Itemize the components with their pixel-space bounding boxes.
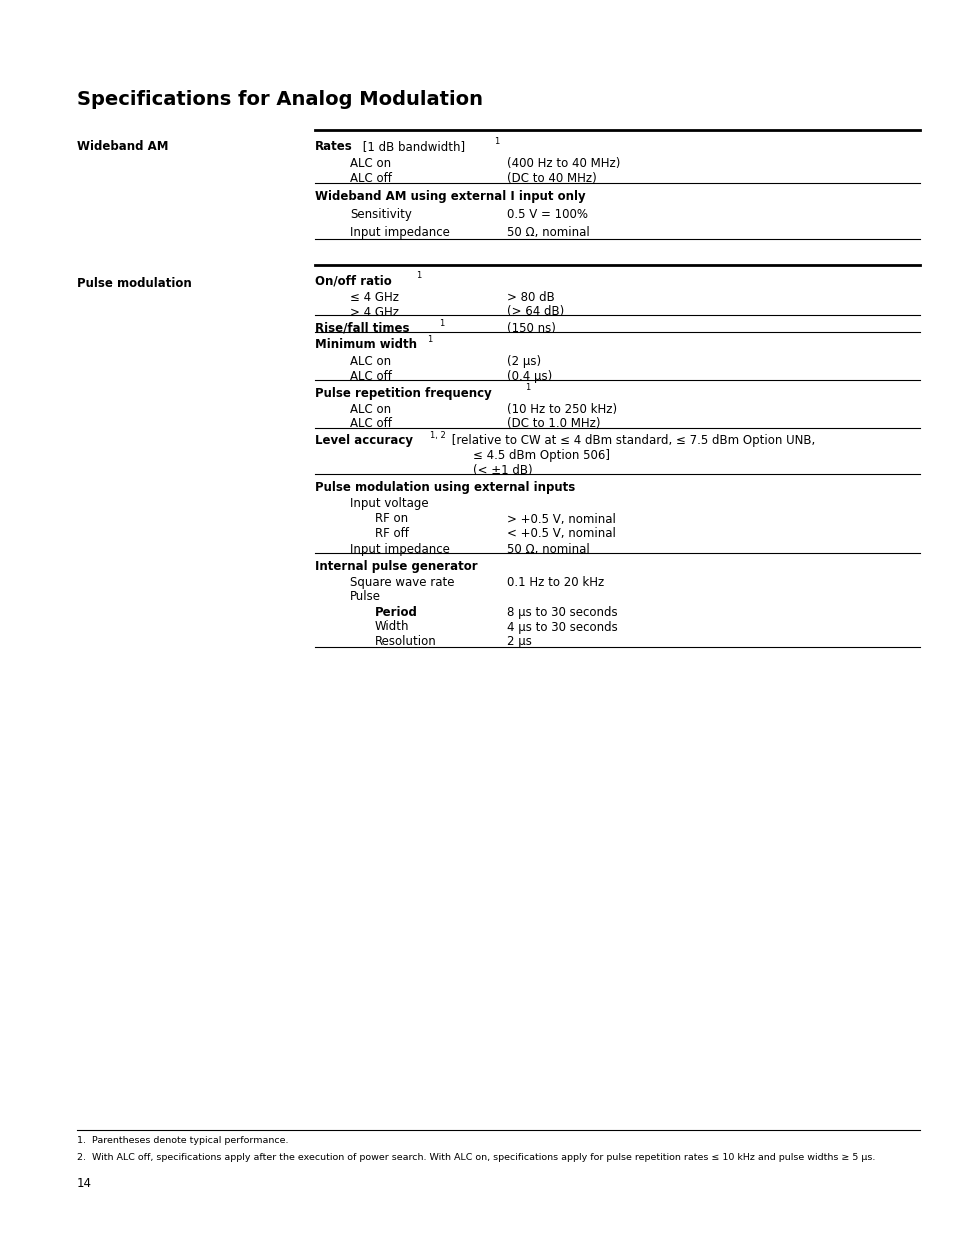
Text: 2 μs: 2 μs (506, 635, 532, 648)
Text: (< ±1 dB): (< ±1 dB) (473, 464, 532, 477)
Text: 14: 14 (77, 1177, 91, 1191)
Text: ALC off: ALC off (350, 417, 392, 431)
Text: 4 μs to 30 seconds: 4 μs to 30 seconds (506, 620, 618, 634)
Text: 1: 1 (494, 137, 498, 146)
Text: 0.5 V = 100%: 0.5 V = 100% (506, 207, 587, 221)
Text: Input impedance: Input impedance (350, 543, 450, 556)
Text: Input impedance: Input impedance (350, 226, 450, 240)
Text: Sensitivity: Sensitivity (350, 207, 412, 221)
Text: [relative to CW at ≤ 4 dBm standard, ≤ 7.5 dBm Option UNB,: [relative to CW at ≤ 4 dBm standard, ≤ 7… (448, 435, 815, 447)
Text: (0.4 μs): (0.4 μs) (506, 369, 552, 383)
Text: Resolution: Resolution (375, 635, 436, 648)
Text: > 4 GHz: > 4 GHz (350, 305, 398, 319)
Text: > 80 dB: > 80 dB (506, 291, 554, 304)
Text: RF on: RF on (375, 513, 408, 526)
Text: On/off ratio: On/off ratio (314, 275, 392, 288)
Text: (10 Hz to 250 kHz): (10 Hz to 250 kHz) (506, 403, 617, 416)
Text: Input voltage: Input voltage (350, 496, 428, 510)
Text: 50 Ω, nominal: 50 Ω, nominal (506, 226, 589, 240)
Text: < +0.5 V, nominal: < +0.5 V, nominal (506, 527, 616, 540)
Text: Square wave rate: Square wave rate (350, 576, 454, 589)
Text: ALC off: ALC off (350, 172, 392, 185)
Text: 2.  With ALC off, specifications apply after the execution of power search. With: 2. With ALC off, specifications apply af… (77, 1153, 875, 1162)
Text: Pulse modulation using external inputs: Pulse modulation using external inputs (314, 480, 575, 494)
Text: 1: 1 (416, 272, 421, 280)
Text: 1.  Parentheses denote typical performance.: 1. Parentheses denote typical performanc… (77, 1136, 288, 1145)
Text: Pulse modulation: Pulse modulation (77, 277, 192, 290)
Text: (2 μs): (2 μs) (506, 354, 540, 368)
Text: 8 μs to 30 seconds: 8 μs to 30 seconds (506, 606, 617, 619)
Text: 50 Ω, nominal: 50 Ω, nominal (506, 543, 589, 556)
Text: Rise/fall times: Rise/fall times (314, 322, 409, 335)
Text: Level accuracy: Level accuracy (314, 435, 413, 447)
Text: ≤ 4 GHz: ≤ 4 GHz (350, 291, 398, 304)
Text: Specifications for Analog Modulation: Specifications for Analog Modulation (77, 90, 482, 109)
Text: 1: 1 (439, 319, 444, 327)
Text: Minimum width: Minimum width (314, 338, 416, 352)
Text: Internal pulse generator: Internal pulse generator (314, 559, 477, 573)
Text: 1, 2: 1, 2 (430, 431, 446, 440)
Text: 0.1 Hz to 20 kHz: 0.1 Hz to 20 kHz (506, 576, 603, 589)
Text: ALC off: ALC off (350, 369, 392, 383)
Text: Wideband AM: Wideband AM (77, 140, 169, 153)
Text: 1: 1 (427, 335, 432, 345)
Text: Wideband AM using external I input only: Wideband AM using external I input only (314, 190, 585, 203)
Text: (150 ns): (150 ns) (506, 322, 556, 335)
Text: > +0.5 V, nominal: > +0.5 V, nominal (506, 513, 616, 526)
Text: 1: 1 (525, 383, 530, 391)
Text: ALC on: ALC on (350, 157, 391, 170)
Text: (400 Hz to 40 MHz): (400 Hz to 40 MHz) (506, 157, 619, 170)
Text: Pulse repetition frequency: Pulse repetition frequency (314, 387, 491, 399)
Text: Pulse: Pulse (350, 590, 380, 604)
Text: Period: Period (375, 606, 417, 619)
Text: RF off: RF off (375, 527, 409, 540)
Text: (DC to 1.0 MHz): (DC to 1.0 MHz) (506, 417, 599, 431)
Text: (DC to 40 MHz): (DC to 40 MHz) (506, 172, 597, 185)
Text: ≤ 4.5 dBm Option 506]: ≤ 4.5 dBm Option 506] (473, 450, 609, 462)
Text: [1 dB bandwidth]: [1 dB bandwidth] (358, 140, 465, 153)
Text: Width: Width (375, 620, 409, 634)
Text: ALC on: ALC on (350, 403, 391, 416)
Text: ALC on: ALC on (350, 354, 391, 368)
Text: Rates: Rates (314, 140, 353, 153)
Text: (> 64 dB): (> 64 dB) (506, 305, 563, 319)
